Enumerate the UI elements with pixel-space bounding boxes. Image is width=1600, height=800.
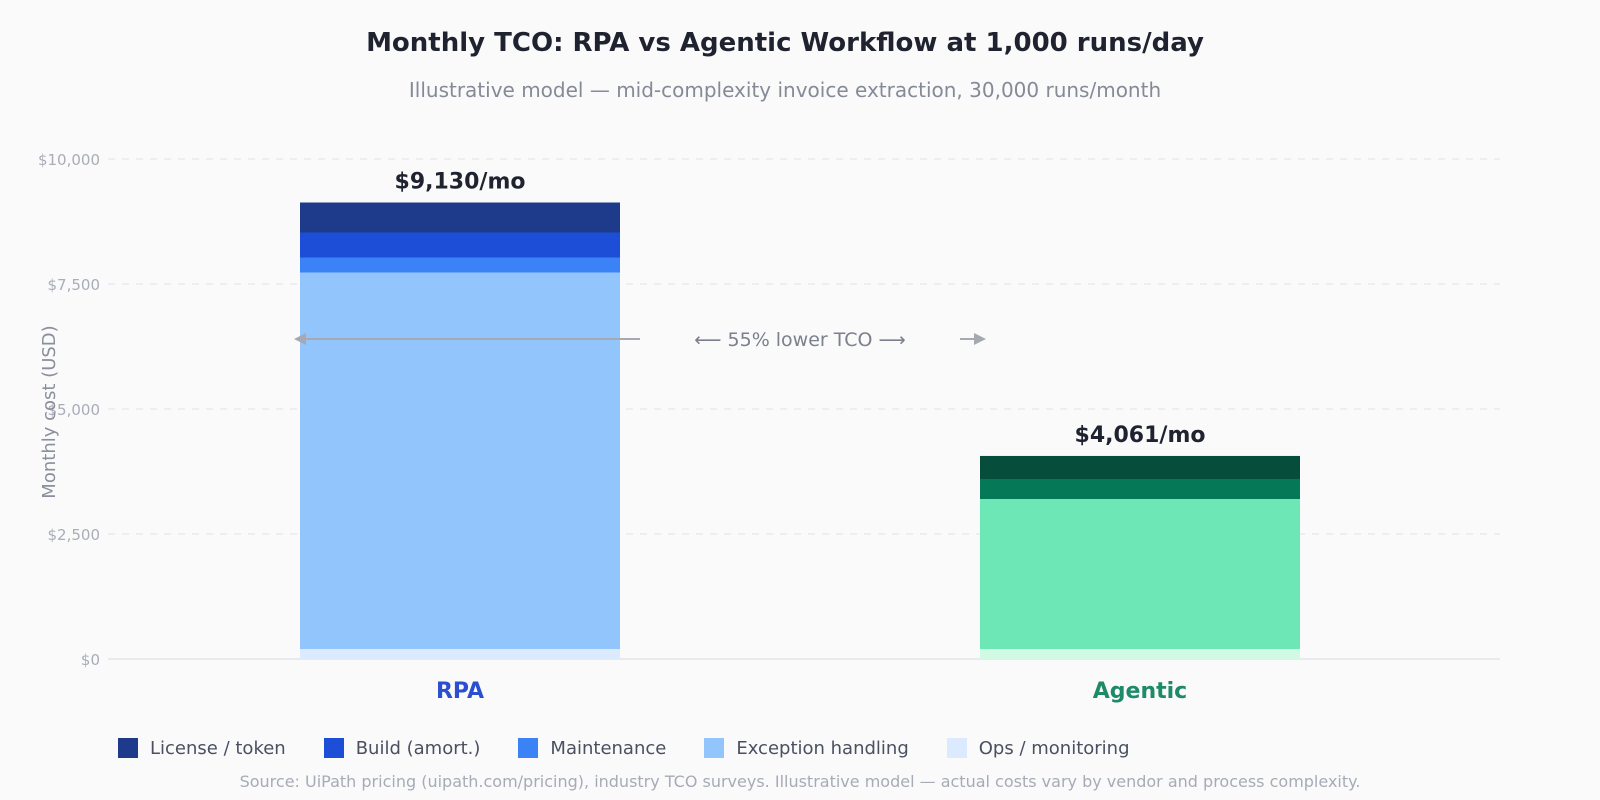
chart-legend: License / token Build (amort.) Maintenance… <box>118 735 1168 761</box>
legend-swatch <box>118 738 138 758</box>
annotation-arrowhead-left <box>294 333 306 345</box>
source-note: Source: UiPath pricing (uipath.com/prici… <box>239 772 1361 791</box>
y-tick-label: $0 <box>81 651 100 669</box>
legend-label: License / token <box>150 737 286 759</box>
legend-label: Build (amort.) <box>355 737 481 759</box>
y-tick-label: $5,000 <box>48 401 101 419</box>
legend-item: Maintenance <box>518 738 666 759</box>
bar-segment <box>980 455 1300 479</box>
chart-title: Monthly TCO: RPA vs Agentic Workflow at … <box>366 28 1204 58</box>
legend-swatch <box>946 738 967 758</box>
bars: $9,130/mo RPA $4,061/mo Agentic <box>300 170 1300 704</box>
chart-subtitle: Illustrative model — mid-complexity invo… <box>408 78 1162 102</box>
y-tick-label: $10,000 <box>38 151 100 169</box>
legend-item: Exception handling <box>704 737 909 759</box>
legend-swatch <box>323 738 344 758</box>
total-label: $9,130/mo <box>395 170 526 195</box>
y-axis-label: Monthly cost (USD) <box>39 325 60 498</box>
legend-label: Exception handling <box>736 737 909 759</box>
y-tick-label: $2,500 <box>48 526 101 544</box>
bar-segment <box>300 232 620 258</box>
x-tick-label: Agentic <box>1093 679 1187 704</box>
legend-swatch <box>704 738 725 758</box>
legend-item: Build (amort.) <box>323 737 481 759</box>
legend-item: License / token <box>118 738 286 759</box>
bar-segment <box>980 649 1300 659</box>
legend-item: Ops / monitoring <box>946 737 1130 759</box>
bar-stack-agentic <box>980 455 1300 659</box>
total-label: $4,061/mo <box>1075 423 1206 448</box>
x-tick-label: RPA <box>436 679 484 704</box>
stacked-bar-chart: $0 $2,500 $5,000 $7,500 $10,000 $9,130/mo RPA… <box>38 151 1500 704</box>
annotation-label: ⟵ 55% lower TCO ⟶ <box>694 329 906 351</box>
legend-swatch <box>518 738 539 758</box>
bar-segment <box>980 499 1300 649</box>
y-tick-label: $7,500 <box>48 276 101 294</box>
bar-segment <box>300 257 620 273</box>
bar-stack-rpa <box>300 202 620 659</box>
legend-label: Maintenance <box>550 737 667 759</box>
comparison-annotation: ⟵ 55% lower TCO ⟶ <box>294 329 986 351</box>
annotation-arrowhead-right <box>974 333 986 345</box>
y-axis-ticks: $0 $2,500 $5,000 $7,500 $10,000 <box>38 151 100 669</box>
bar-segment <box>300 649 620 659</box>
bar-segment <box>300 272 620 649</box>
bar-segment <box>300 202 620 233</box>
legend-label: Ops / monitoring <box>978 737 1130 759</box>
bar-segment <box>980 479 1300 499</box>
